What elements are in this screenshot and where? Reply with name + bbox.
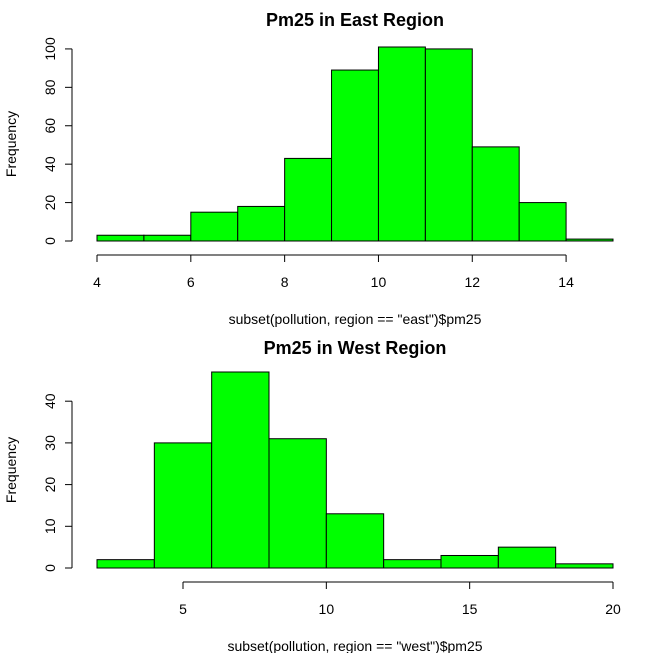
west-x-axis: 5 10 15 20 [179,581,621,617]
west-bar-4 [325,513,385,569]
east-x-tick-label: 6 [187,274,195,290]
east-x-axis: 4 6 8 10 12 14 [93,254,574,290]
east-y-tick-label: 80 [42,79,58,95]
west-x-tick-label: 20 [605,601,621,617]
east-bars [96,46,614,242]
west-y-tick-label: 40 [42,393,58,409]
east-x-tick-label: 14 [558,274,574,290]
west-bar-8 [555,563,614,569]
east-bar-9 [518,202,567,242]
west-bar-1 [153,442,213,569]
east-y-tick-label: 20 [42,195,58,211]
west-y-tick-label: 30 [42,435,58,451]
west-x-tick-label: 5 [179,601,187,617]
west-x-tick-label: 10 [319,601,335,617]
west-bar-7 [497,546,557,569]
west-y-tick-label: 0 [42,564,58,572]
east-x-tick-label: 12 [464,274,480,290]
west-y-tick-label: 20 [42,477,58,493]
east-y-tick-label: 0 [42,237,58,245]
west-bar-5 [383,559,442,569]
west-bar-0 [96,559,155,569]
east-bar-0 [96,234,145,242]
east-bar-10 [565,238,614,242]
east-panel: Pm25 in East Region subset(pollution, re… [3,10,614,327]
west-chart-title: Pm25 in West Region [264,338,447,358]
east-bar-1 [143,234,192,242]
east-x-tick-label: 4 [93,274,101,290]
east-bar-4 [284,157,333,242]
east-chart-title: Pm25 in East Region [266,10,444,30]
east-y-axis-label: Frequency [3,111,19,177]
east-y-tick-label: 40 [42,156,58,172]
west-x-tick-label: 15 [462,601,478,617]
east-bar-5 [331,69,379,242]
east-x-tick-label: 10 [371,274,387,290]
east-bar-6 [377,46,426,242]
west-bar-2 [211,371,270,569]
west-y-tick-label: 10 [42,518,58,534]
east-bar-8 [471,146,520,242]
west-bar-6 [440,554,499,569]
west-bars [96,371,614,569]
east-bar-2 [190,211,239,242]
east-y-axis: 0 20 40 60 80 100 [42,37,73,245]
east-x-tick-label: 8 [281,274,289,290]
east-bar-7 [424,48,473,242]
west-y-axis: 0 10 20 30 40 [42,393,73,572]
west-y-axis-label: Frequency [3,437,19,503]
east-bar-3 [237,205,286,242]
east-y-tick-label: 60 [42,118,58,134]
east-y-tick-label: 100 [42,37,58,61]
west-panel: Pm25 in West Region subset(pollution, re… [3,338,621,653]
west-bar-3 [268,438,327,569]
east-x-axis-label: subset(pollution, region == "east")$pm25 [229,311,482,327]
west-x-axis-label: subset(pollution, region == "west")$pm25 [227,638,482,653]
